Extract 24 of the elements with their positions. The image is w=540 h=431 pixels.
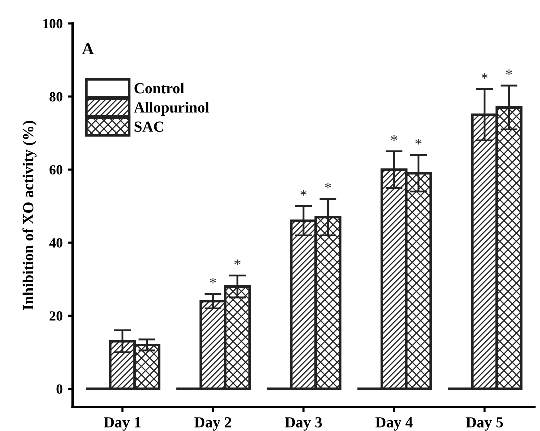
- x-tick-label: Day 2: [194, 417, 232, 431]
- x-tick-label: Day 5: [466, 418, 504, 431]
- y-tick-label: 0: [56, 384, 63, 394]
- data-label: *: [234, 260, 241, 266]
- y-tick-label: 40: [49, 238, 63, 248]
- y-axis-title: Inhibition of XO activity (%): [22, 121, 37, 310]
- data-label: *: [210, 278, 216, 284]
- y-tick-label: 80: [50, 92, 63, 102]
- data-label: *: [416, 139, 422, 145]
- legend-label: Allopurinol: [134, 102, 210, 116]
- data-label: *: [325, 183, 332, 189]
- x-tick-label: Day 3: [285, 417, 322, 431]
- legend-label: SAC: [134, 122, 164, 132]
- data-label: *: [391, 136, 398, 142]
- data-label: *: [506, 70, 512, 76]
- y-tick-label: 100: [43, 19, 63, 29]
- legend-label: Control: [134, 82, 184, 94]
- x-tick-label: Day 1: [104, 417, 141, 431]
- y-tick-label: 60: [50, 165, 63, 175]
- annotation: A: [82, 43, 94, 54]
- y-tick-label: 20: [50, 312, 63, 321]
- x-tick-label: Day 4: [376, 418, 413, 431]
- data-label: *: [300, 190, 307, 196]
- data-label: *: [482, 73, 488, 80]
